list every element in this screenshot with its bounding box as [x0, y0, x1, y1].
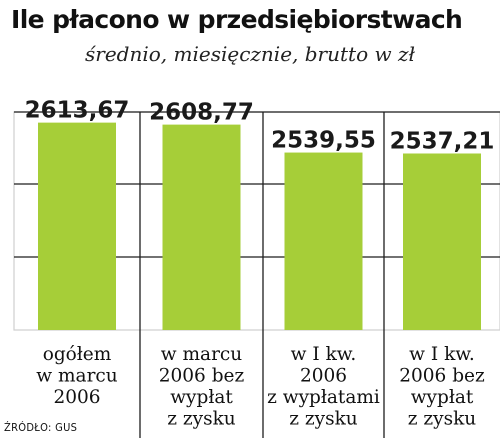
- category-label-line: 2006: [300, 366, 347, 387]
- bar: [38, 122, 116, 330]
- category-label-line: wypłat: [411, 387, 474, 408]
- category-label-line: z zysku: [167, 409, 236, 430]
- value-label: 2539,55: [271, 128, 376, 154]
- bar: [403, 153, 481, 330]
- bar: [284, 152, 363, 330]
- category-label-line: ogółem: [43, 344, 112, 365]
- value-label: 2613,67: [25, 98, 130, 124]
- category-label-line: w I kw.: [291, 344, 357, 365]
- category-label: w I kw. 2006 bez wypłat z zysku: [399, 344, 485, 430]
- category-label-line: w marcu: [36, 366, 117, 387]
- category-label-line: wypłat: [170, 387, 233, 408]
- value-labels: 2613,67 2608,77 2539,55 2537,21: [25, 98, 495, 155]
- bars: [38, 122, 481, 330]
- category-dividers: [139, 112, 385, 438]
- category-label-line: w marcu: [161, 344, 242, 365]
- value-label: 2608,77: [149, 100, 254, 126]
- source-note: ŹRÓDŁO: GUS: [4, 421, 78, 434]
- category-label: w marcu 2006 bez wypłat z zysku: [159, 344, 245, 430]
- category-label: ogółem w marcu 2006: [36, 344, 117, 408]
- bar: [162, 124, 241, 330]
- category-label: w I kw. 2006 z wypłatami z zysku: [267, 344, 380, 430]
- category-label-line: z zysku: [289, 409, 358, 430]
- chart-title: Ile płacono w przedsiębiorstwach: [11, 5, 463, 34]
- value-label: 2537,21: [390, 128, 495, 154]
- chart-subtitle: średnio, miesięcznie, brutto w zł: [85, 42, 415, 66]
- category-label-line: w I kw.: [409, 344, 475, 365]
- category-label-line: z wypłatami: [267, 387, 380, 408]
- category-label-line: z zysku: [408, 409, 477, 430]
- category-label-line: 2006 bez: [159, 366, 245, 387]
- category-label-line: 2006: [53, 387, 100, 408]
- category-label-line: 2006 bez: [399, 366, 485, 387]
